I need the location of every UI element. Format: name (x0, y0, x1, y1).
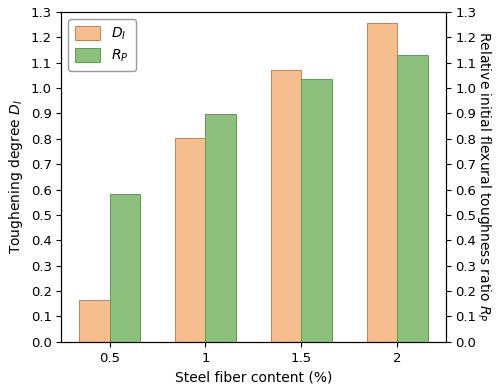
X-axis label: Steel fiber content (%): Steel fiber content (%) (175, 370, 332, 384)
Y-axis label: Relative initial flexural toughness ratio $R_P$: Relative initial flexural toughness rati… (475, 32, 493, 322)
Bar (398, 55, 428, 342)
Bar (110, 194, 140, 342)
Legend: $D_I$, $R_P$: $D_I$, $R_P$ (68, 19, 136, 71)
Bar (79, 300, 110, 342)
Bar (206, 114, 236, 342)
Bar (175, 138, 206, 342)
Y-axis label: Toughening degree $D_I$: Toughening degree $D_I$ (7, 99, 25, 255)
Bar (270, 70, 302, 342)
Bar (302, 79, 332, 342)
Bar (366, 23, 398, 342)
